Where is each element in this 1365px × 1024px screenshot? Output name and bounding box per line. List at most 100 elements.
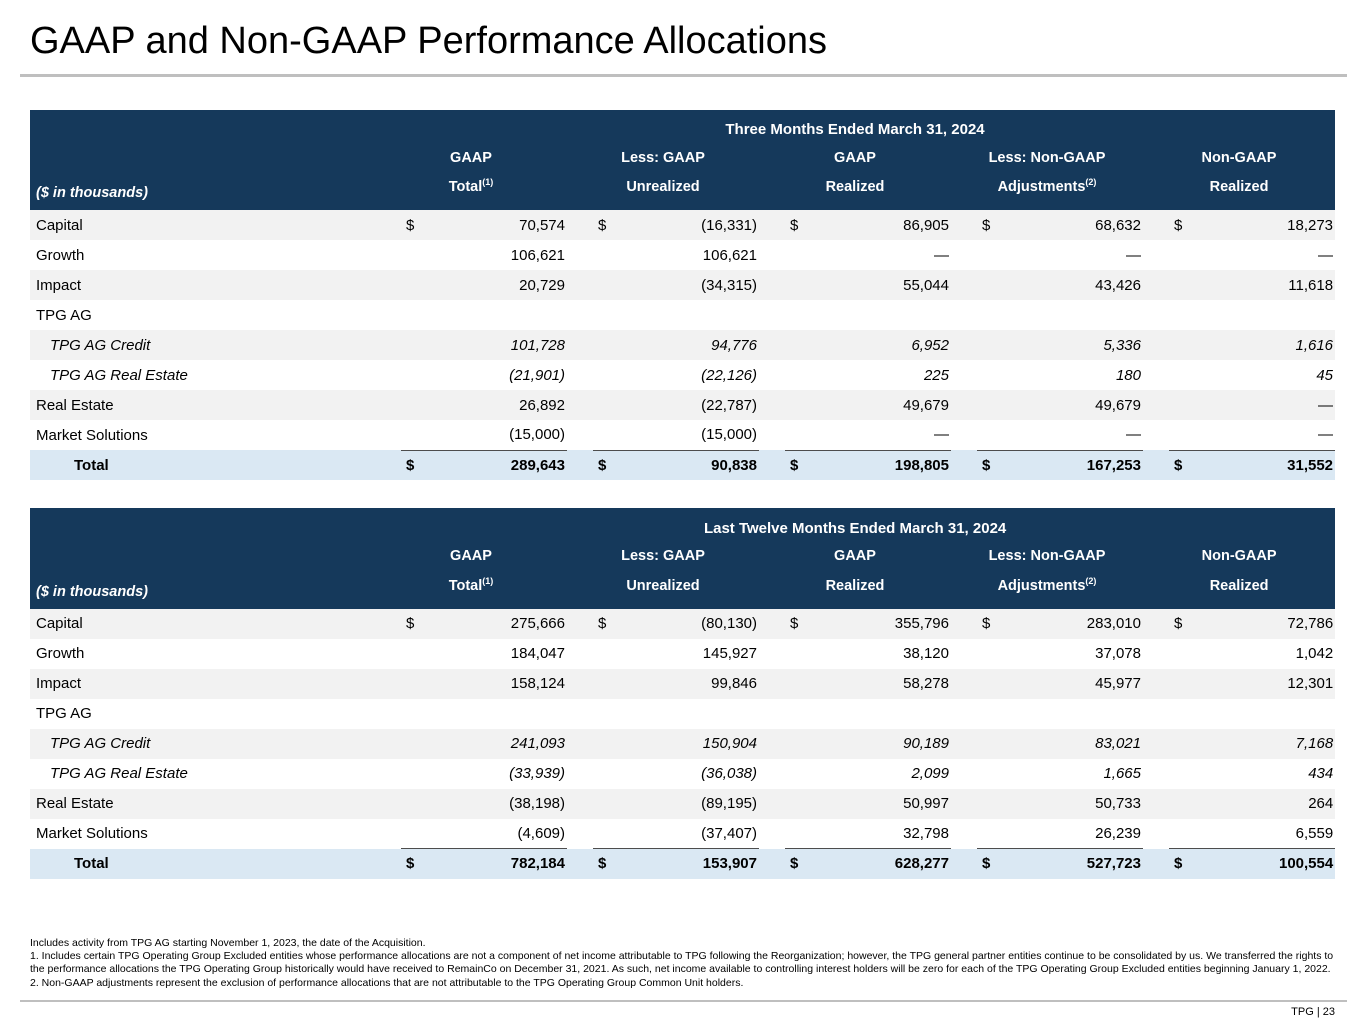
cell-value: 72,786 bbox=[1205, 608, 1336, 639]
currency-symbol: $ bbox=[785, 608, 821, 639]
column-header-less-non-gaap-adjustments: Less: Non-GAAP Adjustments(2) bbox=[951, 542, 1143, 608]
column-gap bbox=[759, 728, 785, 759]
currency-symbol bbox=[977, 360, 1013, 390]
column-gap bbox=[375, 728, 401, 759]
column-gap bbox=[1143, 759, 1169, 789]
currency-symbol: $ bbox=[785, 450, 821, 481]
cell-value: 1,042 bbox=[1295, 645, 1334, 663]
column-gap bbox=[759, 390, 785, 421]
column-gap bbox=[759, 240, 785, 270]
table-row: Growth 184,047 145,927 38,120 37,078 1,042 bbox=[30, 639, 1335, 669]
column-gap bbox=[951, 420, 977, 450]
column-gap bbox=[1143, 848, 1169, 879]
column-gap bbox=[759, 668, 785, 699]
cell-value: 68,632 bbox=[1013, 210, 1143, 241]
period-title: Last Twelve Months Ended March 31, 2024 bbox=[703, 519, 1007, 537]
column-gap bbox=[375, 300, 401, 330]
currency-symbol bbox=[977, 699, 1013, 729]
table-header: Three Months Ended March 31, 2024 ($ in … bbox=[30, 109, 1336, 211]
cell-value: 289,643 bbox=[437, 450, 567, 481]
cell-value: 158,124 bbox=[437, 668, 567, 699]
cell-value: 264 bbox=[1205, 788, 1336, 819]
column-header-line2: Total(1) bbox=[448, 177, 494, 196]
currency-symbol bbox=[785, 420, 821, 451]
three-months-table: Three Months Ended March 31, 2024 ($ in … bbox=[30, 109, 1336, 481]
row-label: Impact bbox=[30, 668, 375, 699]
row-label: Total bbox=[30, 848, 375, 879]
cell-value: 50,997 bbox=[821, 788, 951, 819]
column-gap bbox=[375, 788, 401, 819]
cell-value: 50,733 bbox=[1013, 788, 1143, 819]
column-gap bbox=[759, 300, 785, 330]
currency-symbol bbox=[1169, 668, 1205, 699]
currency-symbol bbox=[401, 699, 437, 729]
column-header-line1: GAAP bbox=[834, 548, 876, 565]
column-header-gaap-realized: GAAP Realized bbox=[759, 542, 951, 608]
cell-value: 83,021 bbox=[1013, 728, 1143, 759]
table-row: Capital $70,574 $ (16,331) $86,905 $68,632 $18… bbox=[30, 210, 1336, 241]
cell-value: 12,301 bbox=[1205, 668, 1336, 699]
column-gap bbox=[759, 420, 785, 450]
page-number: TPG | 23 bbox=[1291, 1006, 1335, 1018]
cell-value: 5,336 bbox=[1013, 330, 1143, 361]
column-header-line2: Realized bbox=[825, 179, 885, 196]
currency-symbol bbox=[401, 330, 437, 361]
header-corner bbox=[30, 508, 375, 542]
currency-symbol: $ bbox=[401, 848, 437, 879]
table-row: Growth 106,621 106,621 — — — bbox=[30, 240, 1335, 270]
cell-value: (4,609) bbox=[437, 818, 567, 850]
footnote-ref: (2) bbox=[1085, 177, 1097, 188]
column-gap bbox=[567, 210, 593, 241]
cell-value: 7,168 bbox=[1205, 728, 1336, 759]
column-gap bbox=[567, 788, 593, 819]
column-header-line1: Non-GAAP bbox=[1201, 548, 1277, 565]
currency-symbol bbox=[785, 668, 821, 699]
column-header-line2: Unrealized bbox=[626, 577, 700, 594]
column-gap bbox=[567, 759, 593, 789]
cell-value: 2,099 bbox=[911, 765, 949, 783]
currency-symbol bbox=[785, 788, 821, 819]
currency-symbol bbox=[401, 270, 437, 301]
cell-value: 55,044 bbox=[821, 270, 951, 301]
cell-value: — bbox=[821, 420, 951, 451]
row-label: Capital bbox=[30, 210, 375, 241]
table-row: TPG AG Real Estate (21,901) (22,126) 225 180… bbox=[30, 360, 1335, 390]
column-gap bbox=[759, 759, 785, 789]
column-gap bbox=[375, 668, 401, 699]
column-gap bbox=[1143, 300, 1169, 330]
currency-symbol bbox=[977, 728, 1013, 759]
table-row: Market Solutions (4,609) (37,407) 32,798 26,… bbox=[30, 818, 1336, 850]
row-label: Impact bbox=[30, 270, 375, 301]
currency-symbol bbox=[977, 390, 1013, 421]
column-gap bbox=[375, 639, 401, 669]
column-gap bbox=[567, 608, 593, 639]
column-gap bbox=[1143, 728, 1169, 759]
cell-value: 90,838 bbox=[629, 450, 759, 481]
cell-value: 198,805 bbox=[821, 450, 951, 481]
column-gap bbox=[1143, 668, 1169, 699]
cell-value bbox=[821, 699, 951, 729]
column-gap bbox=[1143, 330, 1169, 361]
currency-symbol: $ bbox=[593, 210, 629, 241]
currency-symbol: $ bbox=[785, 210, 821, 241]
row-label: Market Solutions bbox=[36, 825, 148, 843]
row-label: Total bbox=[30, 450, 375, 481]
column-gap bbox=[951, 300, 977, 330]
column-header-line1: GAAP bbox=[834, 149, 876, 166]
currency-symbol: $ bbox=[401, 608, 437, 639]
currency-symbol bbox=[1169, 390, 1205, 421]
cell-value: 355,796 bbox=[821, 608, 951, 639]
column-gap bbox=[1143, 390, 1169, 421]
column-header-line1: Less: Non-GAAP bbox=[988, 149, 1106, 166]
currency-symbol bbox=[593, 240, 629, 270]
column-gap bbox=[951, 759, 977, 789]
cell-value: 49,679 bbox=[1013, 390, 1143, 421]
currency-symbol: $ bbox=[1169, 450, 1205, 481]
column-header-line1: GAAP bbox=[450, 149, 492, 166]
currency-symbol bbox=[1169, 818, 1205, 850]
column-gap bbox=[759, 450, 785, 481]
footnote-ref: (2) bbox=[1085, 576, 1097, 587]
column-gap bbox=[759, 639, 785, 669]
currency-symbol bbox=[977, 759, 1013, 789]
column-gap bbox=[375, 240, 401, 270]
